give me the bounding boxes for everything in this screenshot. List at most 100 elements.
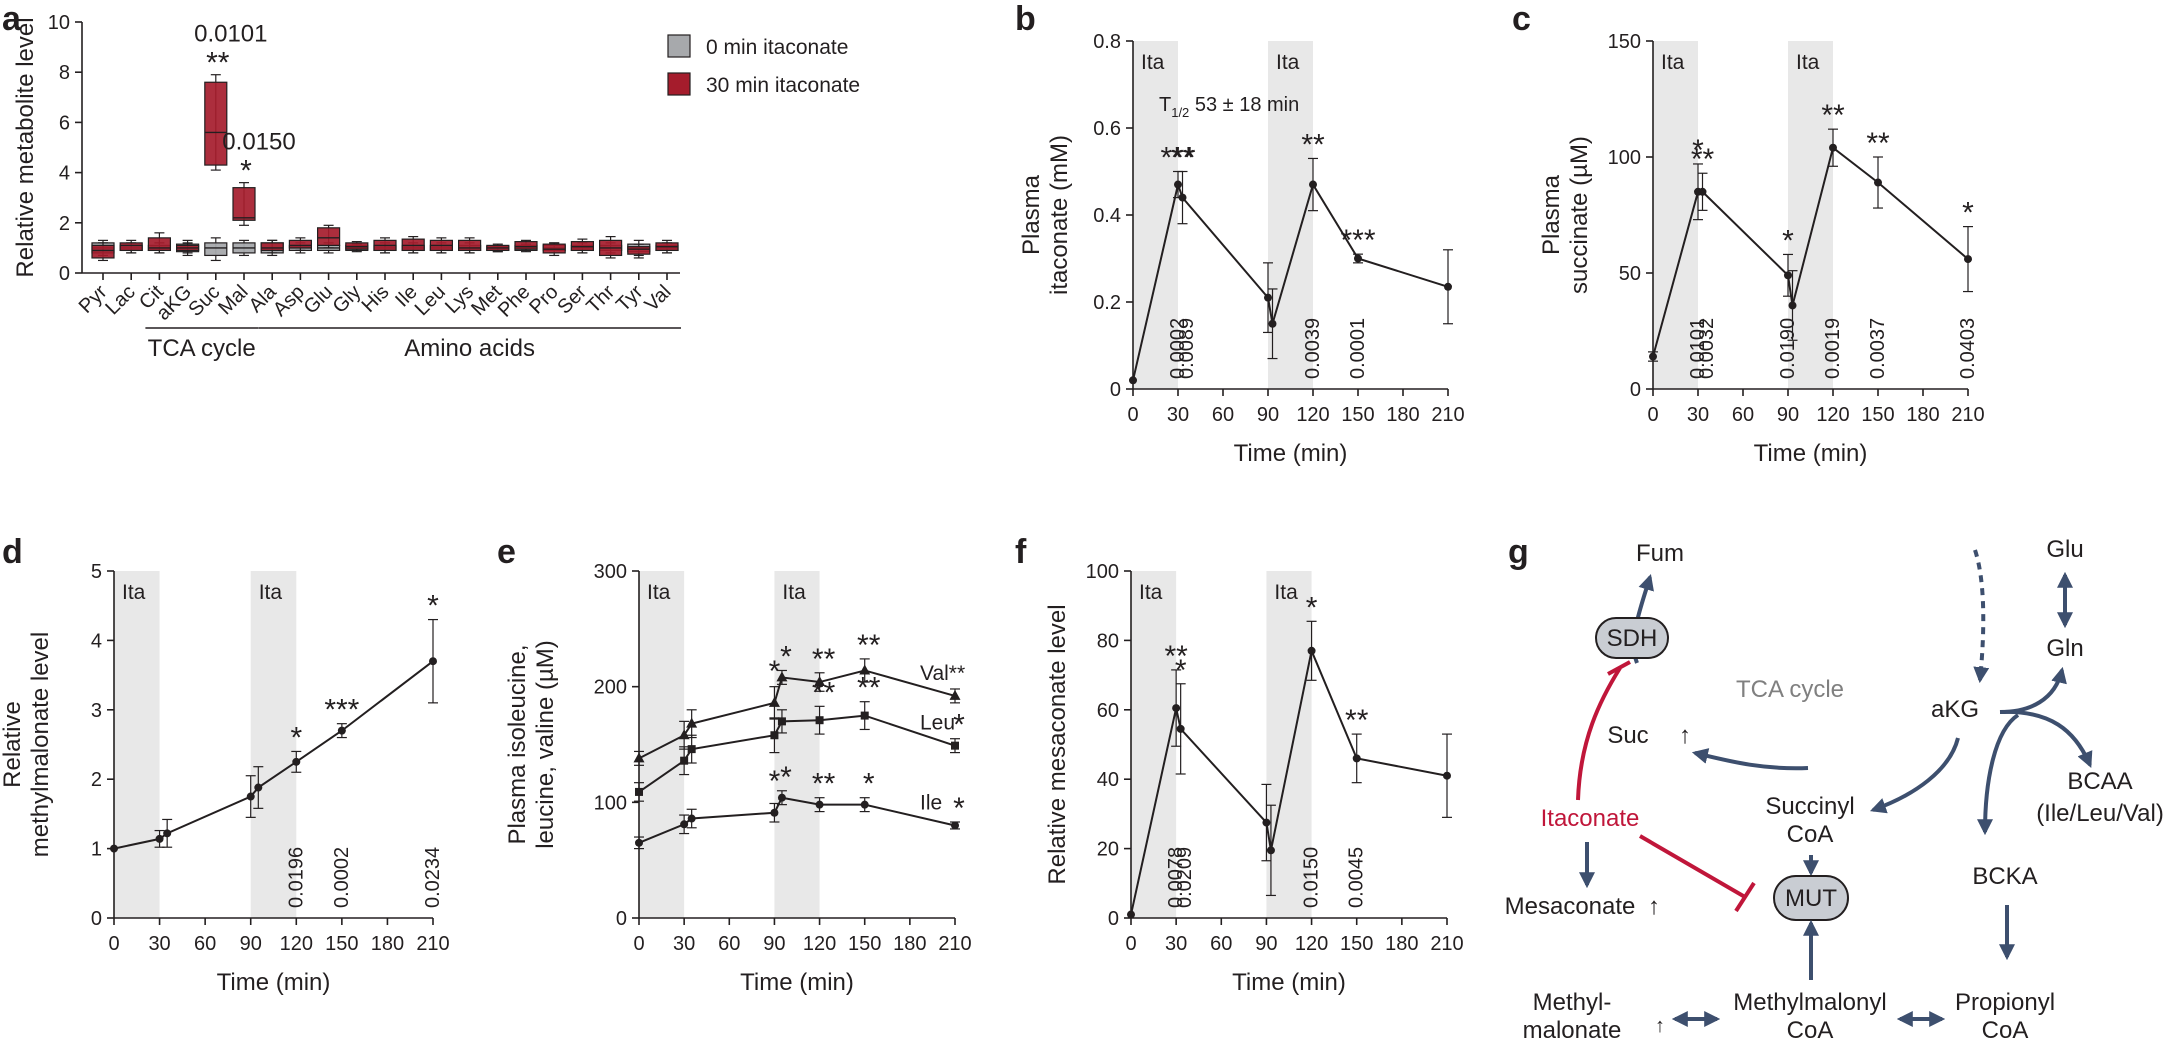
f-xtick-label: 60: [1210, 933, 1232, 955]
b-ytick-label: 0.2: [1093, 292, 1121, 314]
c-point: [1649, 352, 1657, 361]
a-box-post-Phe: [514, 239, 538, 252]
inhibit-bar-mut: [1734, 881, 1756, 913]
c-xtick-label: 90: [1777, 404, 1799, 426]
a-box-post-Thr: [598, 236, 623, 259]
e-xtick-label: 210: [938, 933, 971, 955]
d-xtick-label: 180: [371, 933, 404, 955]
c-shade-label: Ita: [1796, 51, 1820, 74]
e-stars: **: [812, 768, 836, 801]
c-pvalue: 0.0190: [1777, 318, 1799, 379]
node-succinylcoa: Succinyl: [1765, 793, 1854, 820]
f-shade-label: Ita: [1274, 581, 1298, 604]
b-xtick-label: 210: [1431, 404, 1464, 426]
a-xtick-label-Lac: Lac: [101, 281, 139, 319]
c-shade-label: Ita: [1661, 51, 1685, 74]
a-box-rect: [232, 187, 256, 221]
f-point: [1127, 910, 1135, 919]
panel-letter-e: e: [497, 533, 516, 571]
e-ytick-label: 100: [594, 792, 627, 814]
e-stars: *: [953, 792, 965, 825]
d-ytick-label: 4: [91, 630, 102, 652]
f-pvalue: 0.0045: [1346, 847, 1368, 908]
a-box-rect: [514, 241, 538, 250]
c-pvalue: 0.0101: [1687, 318, 1709, 379]
arrow-dashed-to-akg: [1973, 549, 1990, 684]
c-x-axis-label: Time (min): [1754, 440, 1868, 467]
e-xtick-label: 60: [718, 933, 740, 955]
b-shade-label: Ita: [1276, 51, 1300, 74]
d-point: [110, 844, 118, 853]
e-stars: **: [812, 643, 836, 676]
node-methylmalonate-sub: malonate: [1523, 1017, 1622, 1042]
f-xtick-label: 0: [1125, 933, 1136, 955]
f-xtick-label: 90: [1255, 933, 1277, 955]
label-tca-cycle: TCA cycle: [1736, 676, 1844, 703]
c-pvalue: 0.0403: [1957, 318, 1979, 379]
d-point: [155, 834, 164, 843]
b-xtick-label: 90: [1257, 404, 1279, 426]
e-shade: [639, 571, 685, 918]
a-box-rect: [317, 227, 341, 246]
a-box-post-Pyr: [91, 242, 115, 262]
b-pvalue: 0.0089: [1176, 318, 1198, 379]
c-ytick-label: 50: [1619, 263, 1641, 285]
d-point: [254, 783, 263, 792]
pathway-diagram: Fum SDH TCA cycle Suc ↑ aKG Glu Gln BCAA…: [1505, 536, 2164, 1042]
b-point: [1444, 282, 1452, 291]
f-x-axis-label: Time (min): [1232, 969, 1346, 996]
e-xtick-label: 30: [673, 933, 695, 955]
chart-b: Ita Ita 0 0.2 0.4 0.6 0.8 0 30 60 90 120 150 180 210 Ti…: [1018, 31, 1465, 467]
c-stars: **: [1821, 99, 1845, 132]
a-box-post-Gly: [345, 241, 369, 252]
node-bcaa-sub: (Ile/Leu/Val): [2036, 800, 2164, 827]
a-pvalue-Mal: 0.0150: [222, 129, 295, 156]
e-point: [687, 745, 696, 754]
e-point: [768, 696, 780, 707]
e-xtick-label: 120: [803, 933, 836, 955]
d-xtick-label: 60: [194, 933, 216, 955]
d-shade-label: Ita: [259, 581, 283, 604]
node-glu: Glu: [2046, 536, 2083, 563]
a-xtick-label-His: His: [358, 281, 394, 317]
e-point: [815, 800, 824, 809]
f-ytick-label: 100: [1086, 561, 1119, 583]
c-stars: *: [1692, 134, 1704, 167]
e-point: [860, 800, 869, 809]
e-point: [680, 756, 689, 765]
b-x-axis-label: Time (min): [1234, 440, 1348, 467]
d-pvalue: 0.0234: [422, 847, 444, 908]
mesaconate-up-arrow: ↑: [1648, 893, 1660, 920]
e-series-label-Ile: Ile: [920, 791, 942, 814]
c-ytick-label: 100: [1608, 147, 1641, 169]
f-xtick-label: 180: [1385, 933, 1418, 955]
e-point: [949, 689, 961, 700]
e-stars: **: [857, 672, 881, 705]
b-series: ***** *****: [1129, 128, 1453, 385]
chart-d: Ita Ita 0 1 2 3 4 5 0 30 60 90 120 150 180 210 Time (min…: [0, 561, 450, 996]
e-point: [635, 838, 643, 847]
a-pvalue-Suc: 0.0101: [194, 21, 267, 48]
b-point: [1354, 254, 1362, 263]
a-xtick-label-Val: Val: [641, 281, 676, 316]
node-bcaa: BCAA: [2067, 768, 2132, 795]
panel-letter-c: c: [1512, 0, 1531, 38]
b-stars: ***: [1340, 224, 1375, 257]
a-box-rect: [627, 246, 651, 255]
d-ytick-label: 1: [91, 839, 102, 861]
node-propionylcoa-sub: CoA: [1982, 1017, 2029, 1042]
b-xtick-label: 30: [1167, 404, 1189, 426]
f-shade: [1266, 571, 1312, 918]
f-xtick-label: 120: [1295, 933, 1328, 955]
b-point: [1309, 180, 1317, 189]
node-suc: Suc: [1607, 722, 1648, 749]
panel-letter-d: d: [2, 533, 23, 571]
c-xtick-label: 30: [1687, 404, 1709, 426]
e-stars: *: [863, 768, 875, 801]
d-point: [163, 829, 172, 838]
c-stars: **: [1866, 127, 1890, 160]
e-point: [678, 729, 690, 740]
f-shade-label: Ita: [1139, 581, 1163, 604]
f-point: [1266, 846, 1275, 855]
a-ytick-label: 0: [59, 263, 70, 285]
